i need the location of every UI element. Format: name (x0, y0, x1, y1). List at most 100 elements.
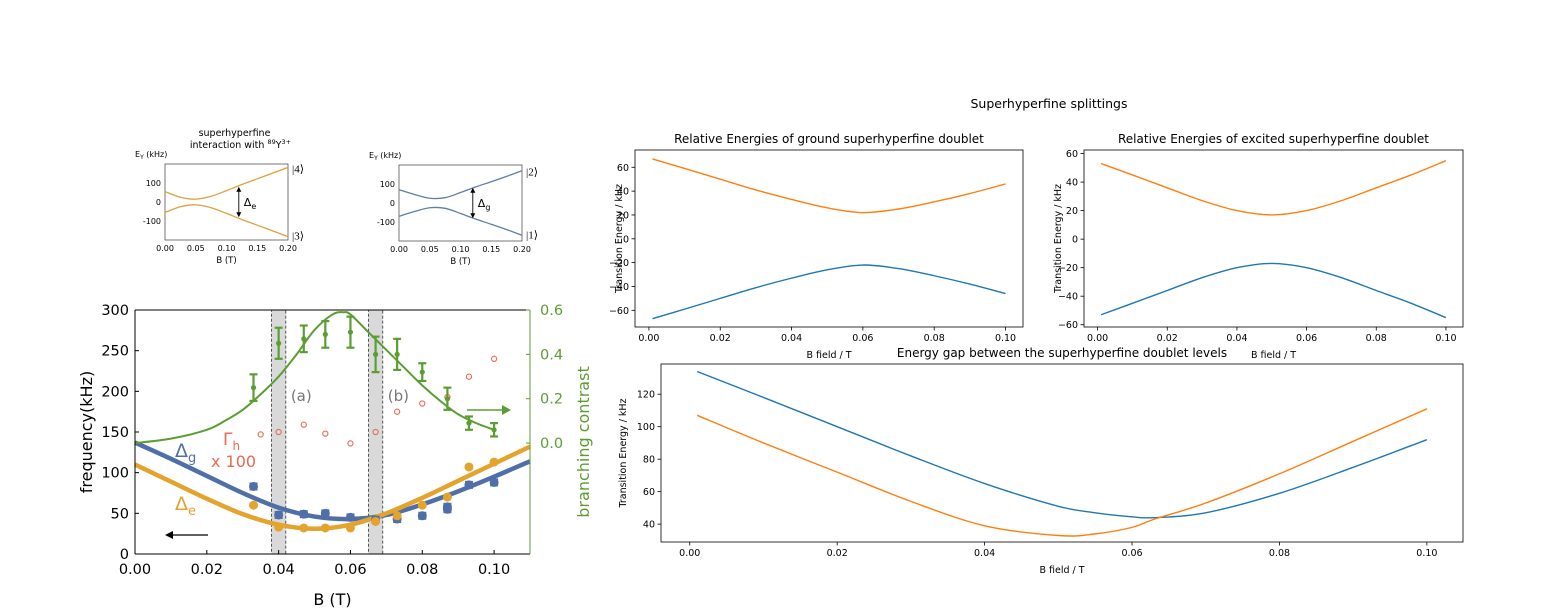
inset-ground-state-lower: |1⟩ (526, 229, 538, 241)
paper-main-ytick-right-label: 0.6 (540, 303, 563, 319)
paper-main-label-delta-e-sub: e (188, 504, 196, 519)
inset-ground-gap-label-main: Δ (478, 197, 486, 210)
ground-doublet-series-line-1 (652, 264, 1006, 320)
paper-main-label-delta-g-sub: g (188, 451, 196, 466)
ground-doublet-ytick-label: 40 (617, 187, 629, 198)
excited-doublet-xlabel: B field / T (1251, 350, 1296, 361)
paper-main-delta-e-point (442, 492, 452, 502)
ground-doublet-ytick-label: −60 (609, 306, 629, 317)
inset-excited-state-lower: |3⟩ (292, 231, 304, 243)
inset-ground-gap-label: Δg (478, 197, 491, 212)
paper-main-label-gamma-main: Γ (223, 430, 233, 450)
inset-excited-xtick-label: 0.20 (279, 244, 297, 253)
paper-main-label-gamma-scale: x 100 (211, 452, 256, 471)
paper-main-ytick-label: 100 (101, 466, 129, 482)
paper-main-contrast-point (372, 351, 379, 357)
excited-doublet-title: Relative Energies of excited superhyperf… (1118, 132, 1429, 146)
paper-main-delta-e-point (345, 523, 355, 533)
paper-main-gamma-point (419, 400, 426, 407)
paper-main-gamma-point (275, 428, 282, 436)
energy-gap-xtick-label: 0.02 (827, 548, 848, 559)
excited-doublet-panel: 0.00 0.02 0.04 0.06 0.08 0.10 60 40 20 0 −20 −40 −60… (1053, 132, 1464, 361)
ground-doublet-xtick-label: 0.06 (852, 333, 873, 344)
paper-main-panel: (a) (b) 0.00 0.02 0.04 0.06 0.08 0.10 0 50 100 150 2… (77, 303, 593, 609)
energy-gap-ytick-label: 40 (643, 520, 655, 531)
paper-main-delta-e-point (299, 523, 309, 533)
inset-ground-xtick-label: 0.05 (421, 245, 439, 254)
ground-doublet-ytick-label: −40 (609, 282, 629, 293)
paper-main-delta-e-point (249, 500, 258, 510)
ground-doublet-ylabel: Transition Energy / kHz (614, 184, 625, 294)
paper-main-label-delta-g: Δg (175, 440, 196, 466)
inset-excited-ytick-label: 100 (146, 179, 161, 188)
paper-main-gamma-point (300, 421, 307, 428)
paper-main-gamma-point (490, 355, 498, 362)
energy-gap-series-line-1 (696, 408, 1428, 537)
paper-main-label-gamma: Γh (223, 430, 240, 453)
paper-main-fit-delta-e (134, 444, 531, 532)
excited-doublet-ytick-label: −20 (1058, 263, 1078, 274)
excited-doublet-series-line-0 (1100, 160, 1447, 216)
ground-doublet-ytick-label: 20 (617, 210, 629, 221)
paper-main-fit-contrast (134, 311, 495, 445)
inset-ground-ylabel-sub: Y (373, 155, 378, 162)
inset-excited-title-isotope-symbol: Y (275, 140, 282, 151)
excited-doublet-xtick-label: 0.06 (1296, 333, 1317, 344)
inset-ground-ytick-label: 100 (380, 180, 395, 189)
paper-main-ytick-right-label: 0.2 (540, 392, 563, 408)
paper-main-ylabel-right: branching contrast (574, 366, 593, 517)
inset-ground-xtick-label: 0.00 (390, 245, 408, 254)
paper-main-gamma-point (322, 430, 329, 437)
paper-main-delta-g-square (346, 513, 355, 522)
inset-ground-ylabel-main: E (369, 151, 374, 160)
excited-doublet-ytick-label: 40 (1066, 178, 1078, 189)
paper-main-gamma-point (257, 431, 264, 438)
paper-main-contrast-point (276, 340, 282, 346)
energy-gap-ytick-label: 60 (643, 487, 655, 498)
paper-main-contrast-point (322, 331, 328, 337)
ground-doublet-xtick-label: 0.10 (995, 333, 1016, 344)
inset-ground-gap-label-sub: g (485, 203, 490, 212)
paper-main-delta-g-square (490, 478, 499, 487)
paper-main-fit-delta-g (134, 440, 531, 522)
inset-ground-series-line-1 (398, 206, 523, 236)
inset-ground-xtick-label: 0.20 (513, 245, 531, 254)
inset-ground-series-line-0 (398, 170, 523, 200)
energy-gap-ytick-label: 120 (637, 390, 655, 401)
inset-ground-ylabel: EY (kHz) (369, 151, 401, 162)
energy-gap-series-line-0 (696, 370, 1428, 519)
ground-doublet-title: Relative Energies of ground superhyperfi… (674, 132, 984, 146)
energy-gap-ytick-label: 80 (643, 455, 655, 466)
paper-main-delta-e-point (320, 523, 330, 533)
figure-suptitle: Superhyperfine splittings (971, 96, 1128, 111)
excited-doublet-ytick-label: 60 (1066, 149, 1078, 160)
paper-main-contrast-point (419, 369, 425, 375)
inset-excited-ylabel-unit: (kHz) (144, 150, 168, 159)
inset-excited-title-isotope-charge: 3+ (282, 138, 292, 146)
inset-ground-state-upper: |2⟩ (526, 167, 538, 179)
paper-main-delta-g-square (274, 510, 283, 519)
inset-ground-xtick-label: 0.15 (482, 245, 500, 254)
inset-excited-gap-label: Δe (244, 196, 257, 211)
inset-excited-ylabel-sub: Y (139, 154, 144, 161)
paper-main-contrast-point (466, 420, 472, 426)
paper-main-contrast-point (444, 396, 451, 402)
inset-ground-ylabel-unit: (kHz) (378, 151, 402, 160)
paper-main-delta-e-point (464, 462, 474, 472)
inset-excited-gap-label-sub: e (251, 202, 256, 211)
paper-main-ytick-label: 300 (101, 303, 129, 319)
ground-doublet-xtick-label: 0.00 (638, 333, 659, 344)
paper-main-band-label-1: (b) (388, 387, 409, 405)
inset-ground-gap-arrow-head-top (470, 187, 476, 193)
ground-doublet-ytick-label: −20 (609, 258, 629, 269)
paper-main-delta-e-point (274, 522, 284, 532)
paper-main-delta-e-point (392, 511, 402, 521)
paper-main-gamma-point (372, 428, 379, 436)
paper-main-xlabel: B (T) (313, 590, 351, 609)
paper-main-contrast-point (347, 329, 354, 335)
paper-main-delta-e-point (417, 500, 427, 510)
paper-main-gamma-point (465, 373, 473, 380)
paper-main-xtick-label: 0.06 (334, 562, 366, 578)
ground-doublet-xlabel: B field / T (806, 350, 851, 361)
energy-gap-xtick-label: 0.06 (1121, 548, 1142, 559)
